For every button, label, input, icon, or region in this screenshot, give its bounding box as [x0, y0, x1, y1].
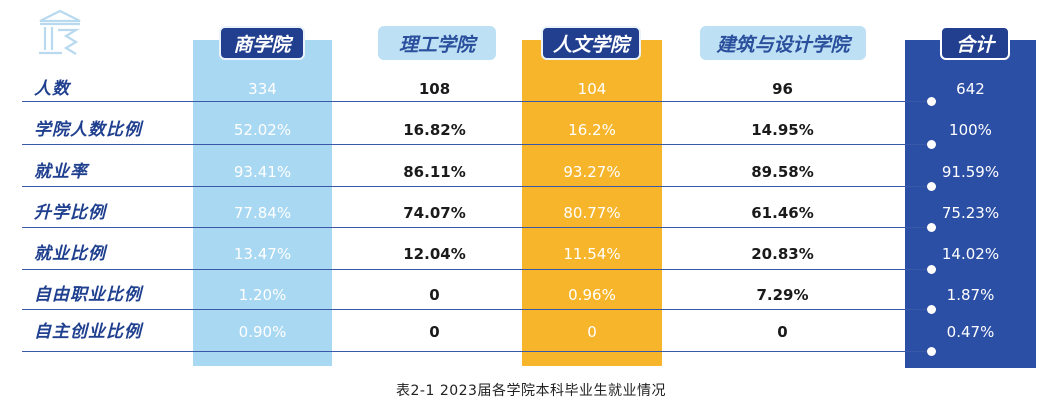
cell-engineering: 108	[418, 80, 451, 98]
cell-engineering: 74.07%	[403, 204, 466, 222]
cell-humanities: 80.77%	[563, 204, 621, 222]
cell-humanities: 16.2%	[568, 121, 616, 139]
cell-business: 13.47%	[233, 245, 292, 263]
separator-dot	[927, 305, 936, 314]
row-separator	[22, 144, 932, 145]
cell-total: 1.87%	[946, 286, 995, 304]
cell-total: 14.02%	[941, 245, 1000, 263]
header-humanities: 人文学院	[541, 26, 641, 60]
row-label: 自主创业比例	[34, 322, 142, 342]
cell-business: 334	[248, 80, 277, 98]
table-caption: 表2-1 2023届各学院本科毕业生就业情况	[396, 383, 666, 399]
cell-humanities: 11.54%	[563, 245, 621, 263]
cell-humanities: 0	[587, 323, 597, 341]
row-label: 自由职业比例	[34, 285, 142, 305]
total-column-bg	[905, 40, 1036, 368]
cell-total: 0.47%	[946, 323, 995, 341]
row-label: 就业率	[34, 162, 88, 182]
cell-total: 100%	[949, 121, 992, 139]
cell-business: 52.02%	[233, 121, 292, 139]
cell-total: 642	[956, 80, 985, 98]
cell-engineering: 12.04%	[403, 245, 466, 263]
row-separator	[22, 227, 932, 228]
cell-business: 77.84%	[233, 204, 292, 222]
separator-dot	[927, 223, 936, 232]
cell-architecture: 14.95%	[751, 121, 814, 139]
row-label: 学院人数比例	[34, 120, 142, 140]
separator-dot	[927, 265, 936, 274]
cell-humanities: 93.27%	[563, 163, 621, 181]
row-separator	[22, 351, 932, 352]
cell-humanities: 0.96%	[568, 286, 616, 304]
row-separator	[22, 309, 932, 310]
cell-architecture: 20.83%	[751, 245, 814, 263]
cell-humanities: 104	[577, 80, 607, 98]
row-separator	[22, 186, 932, 187]
cell-architecture: 89.58%	[751, 163, 814, 181]
cell-total: 75.23%	[941, 204, 1000, 222]
row-separator	[22, 269, 932, 270]
cell-total: 91.59%	[941, 163, 1000, 181]
row-label: 升学比例	[34, 203, 106, 223]
cell-engineering: 16.82%	[403, 121, 466, 139]
cell-engineering: 0	[429, 323, 440, 341]
cell-engineering: 0	[429, 286, 440, 304]
separator-dot	[927, 140, 936, 149]
row-separator	[22, 101, 932, 102]
cell-architecture: 0	[777, 323, 788, 341]
cell-architecture: 61.46%	[751, 204, 814, 222]
cell-business: 93.41%	[233, 163, 292, 181]
separator-dot	[927, 347, 936, 356]
business-column-bg	[193, 40, 332, 366]
cell-engineering: 86.11%	[403, 163, 466, 181]
header-business: 商学院	[219, 26, 305, 60]
university-building-icon	[39, 9, 81, 55]
cell-business: 1.20%	[238, 286, 287, 304]
header-architecture: 建筑与设计学院	[700, 26, 866, 60]
separator-dot	[927, 182, 936, 191]
cell-architecture: 7.29%	[756, 286, 809, 304]
row-label: 就业比例	[34, 244, 106, 264]
separator-dot	[927, 97, 936, 106]
header-total: 合计	[940, 26, 1010, 60]
cell-business: 0.90%	[238, 323, 287, 341]
humanities-column-bg	[522, 40, 662, 366]
cell-architecture: 96	[772, 80, 793, 98]
header-engineering: 理工学院	[378, 26, 496, 60]
row-label: 人数	[34, 79, 70, 99]
